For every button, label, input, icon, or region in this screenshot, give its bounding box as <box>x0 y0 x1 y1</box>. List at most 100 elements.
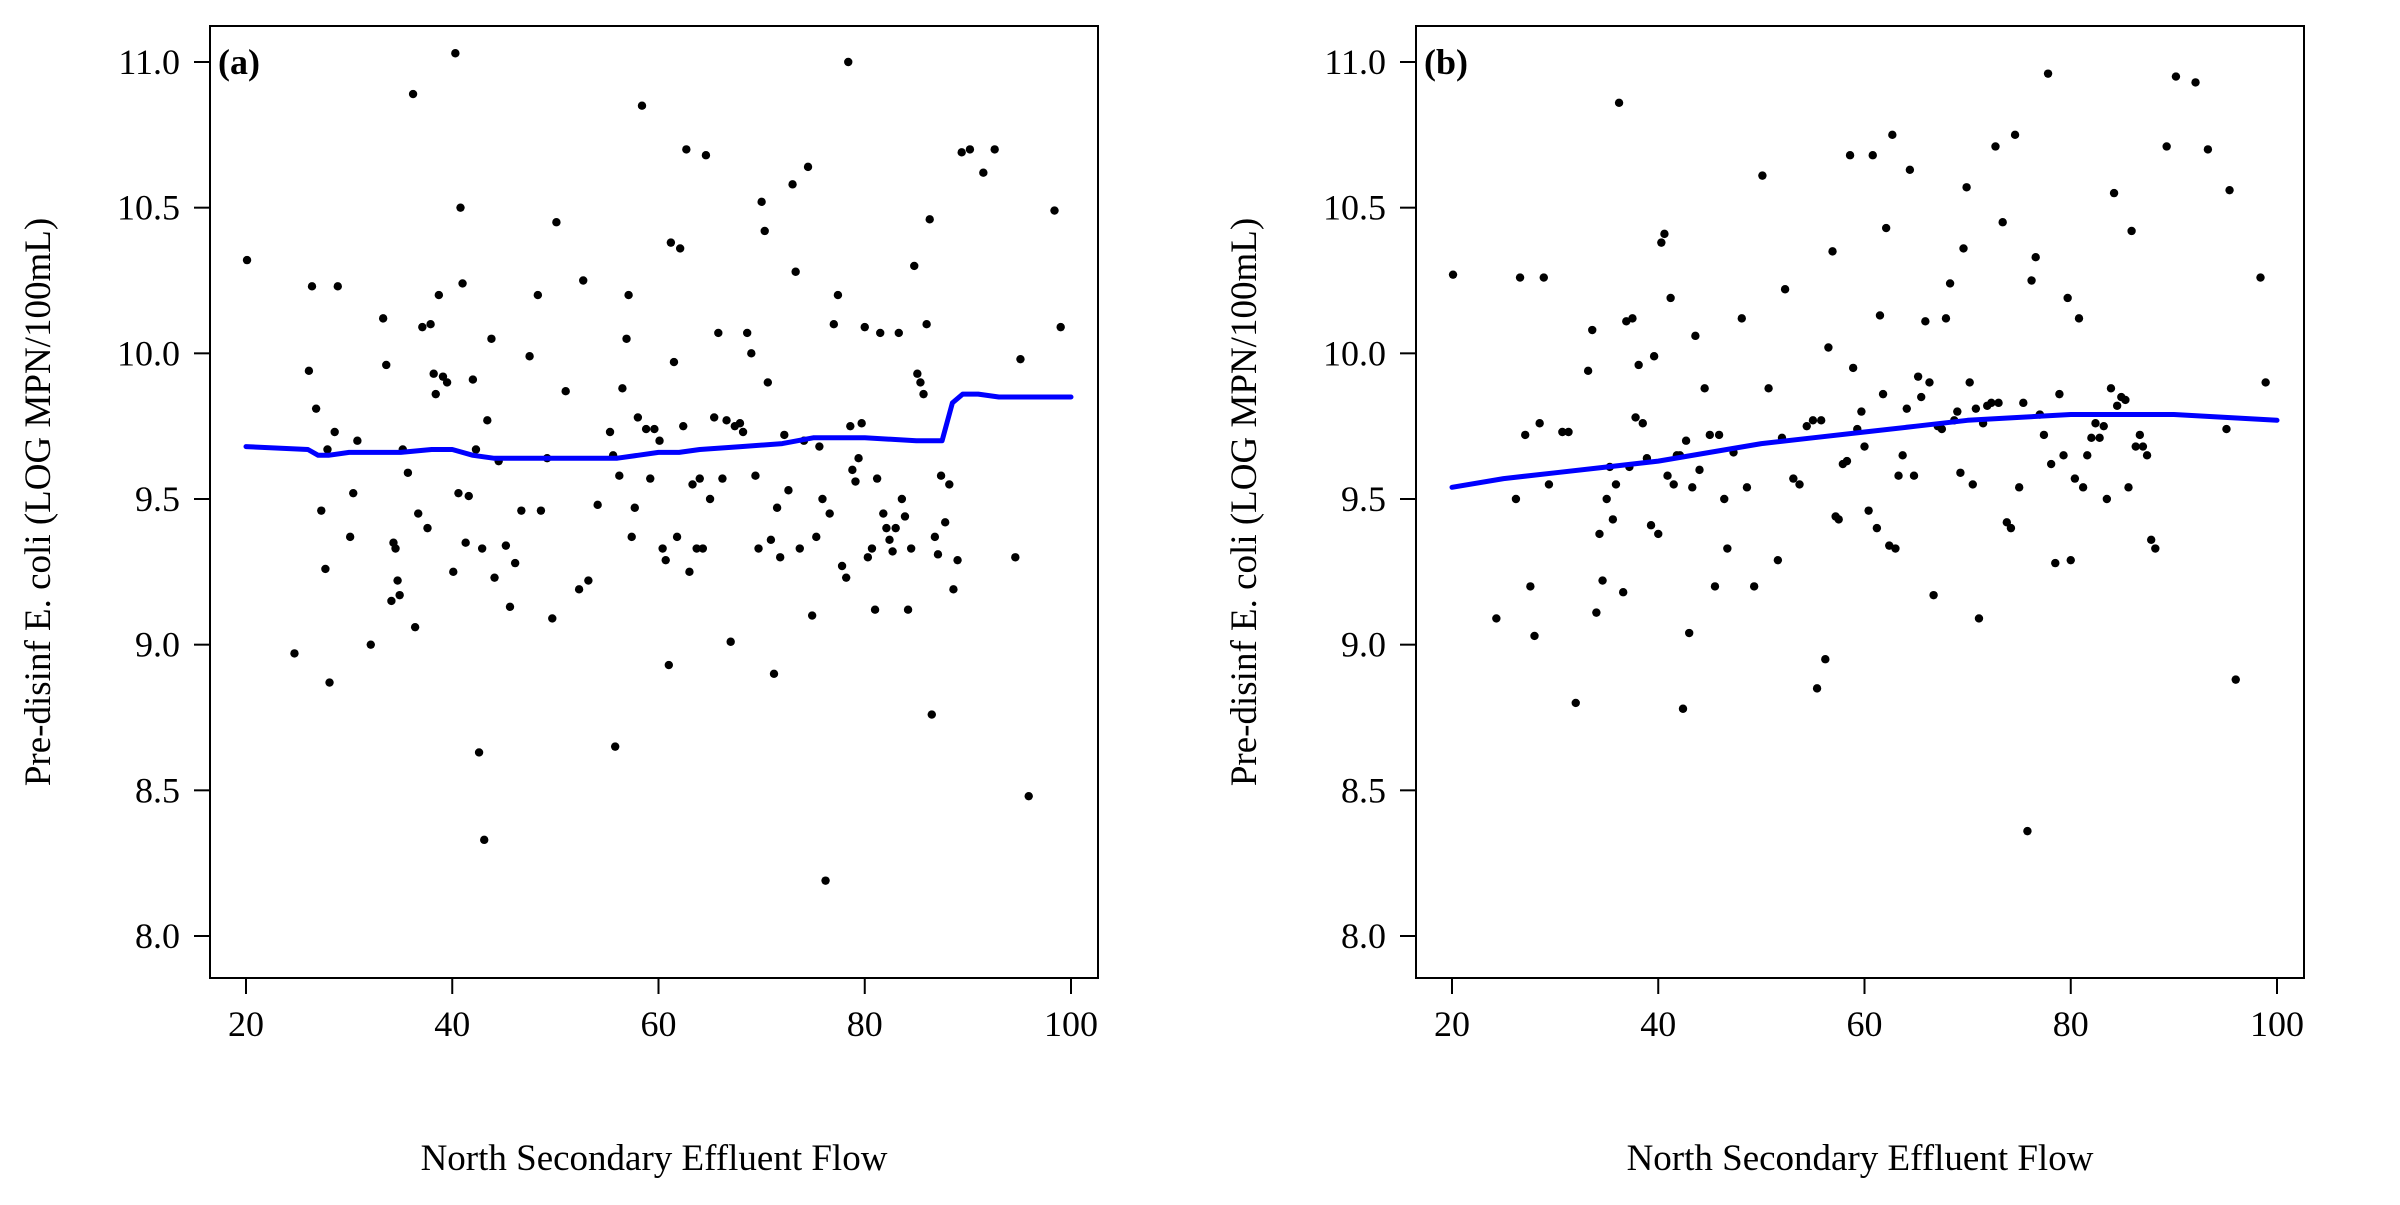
y-tick-label: 8.5 <box>135 770 180 810</box>
data-point <box>930 532 940 542</box>
data-point <box>979 168 988 177</box>
data-point <box>2261 378 2270 387</box>
data-point <box>2055 389 2064 399</box>
data-point <box>1618 588 1628 597</box>
data-point <box>536 506 546 515</box>
data-point <box>325 678 334 687</box>
data-point <box>2023 826 2032 836</box>
data-point <box>780 430 789 440</box>
data-point <box>1917 392 1926 402</box>
data-point <box>2135 430 2145 440</box>
data-point <box>1628 314 1637 323</box>
data-point <box>1710 582 1720 591</box>
data-point <box>1691 331 1700 341</box>
data-point <box>483 416 492 425</box>
data-point <box>1666 293 1675 303</box>
data-point <box>1945 279 1955 288</box>
data-point <box>2046 459 2056 469</box>
data-point <box>618 384 627 393</box>
data-point <box>2099 421 2108 431</box>
data-point <box>953 555 962 565</box>
data-point <box>1050 206 1059 215</box>
data-point <box>378 314 388 323</box>
data-point <box>812 532 821 542</box>
data-point <box>510 558 520 568</box>
data-point <box>1971 404 1981 413</box>
data-point <box>408 89 418 99</box>
data-point <box>882 523 891 533</box>
data-point <box>863 553 873 562</box>
data-point <box>1539 273 1548 282</box>
data-point <box>1654 529 1663 539</box>
data-point <box>829 320 839 329</box>
y-tick-label: 9.0 <box>135 625 180 665</box>
data-point <box>784 486 793 495</box>
data-point <box>965 145 975 154</box>
data-point <box>2203 145 2213 154</box>
data-point <box>1678 704 1688 713</box>
data-point <box>1959 244 1968 253</box>
data-point <box>913 369 922 378</box>
smoothed-curve <box>1449 412 2280 490</box>
data-point <box>1749 582 1759 591</box>
data-point <box>807 611 817 620</box>
data-point <box>1881 223 1891 233</box>
data-point <box>1646 521 1656 530</box>
data-point <box>722 416 731 425</box>
data-point <box>815 442 824 451</box>
panel-label: (a) <box>218 42 260 82</box>
data-point <box>2127 226 2136 236</box>
y-axis-title: Pre-disinf E. coli (LOG MPN/100mL) <box>18 218 59 786</box>
data-point <box>641 424 651 434</box>
data-point <box>637 101 647 110</box>
data-point <box>791 267 800 276</box>
data-point <box>627 532 636 542</box>
data-point <box>2031 252 2040 262</box>
data-point <box>321 564 330 574</box>
data-point <box>1024 791 1033 801</box>
data-point <box>423 523 432 533</box>
plot-frame <box>1415 25 2305 979</box>
data-point <box>2138 442 2148 451</box>
data-point <box>1592 608 1601 617</box>
data-point <box>860 322 869 332</box>
data-point <box>1558 427 1567 437</box>
data-point <box>709 413 719 422</box>
y-tick-label: 9.5 <box>1341 479 1386 519</box>
data-point <box>870 605 880 614</box>
data-point <box>304 366 314 376</box>
data-point <box>1056 322 1065 332</box>
data-point <box>1588 325 1597 335</box>
data-point <box>833 290 843 300</box>
data-point <box>584 576 593 585</box>
data-point <box>561 387 570 396</box>
x-tick-label: 80 <box>847 1004 883 1044</box>
y-tick-label: 9.5 <box>135 479 180 519</box>
data-point <box>2027 276 2036 285</box>
data-point <box>1834 515 1843 524</box>
x-tick-label: 20 <box>228 1004 264 1044</box>
data-point <box>844 57 853 67</box>
data-point <box>1448 270 1458 279</box>
data-point <box>738 427 748 437</box>
data-point <box>2256 273 2265 282</box>
data-point <box>692 544 701 553</box>
data-point <box>851 477 860 486</box>
data-point <box>818 494 827 504</box>
data-point <box>1492 614 1501 623</box>
data-point <box>2059 451 2068 460</box>
data-point <box>2231 675 2240 684</box>
y-tick-label: 10.5 <box>1323 188 1386 228</box>
data-point <box>1974 614 1984 623</box>
data-point <box>548 614 557 623</box>
data-point <box>1571 698 1580 708</box>
data-point <box>1987 398 1996 408</box>
data-point <box>434 290 444 300</box>
data-point <box>726 637 735 646</box>
data-point <box>533 290 543 300</box>
data-point <box>675 244 685 253</box>
data-point <box>2106 384 2116 393</box>
plot-frame <box>209 25 1099 979</box>
data-point <box>1511 494 1521 504</box>
